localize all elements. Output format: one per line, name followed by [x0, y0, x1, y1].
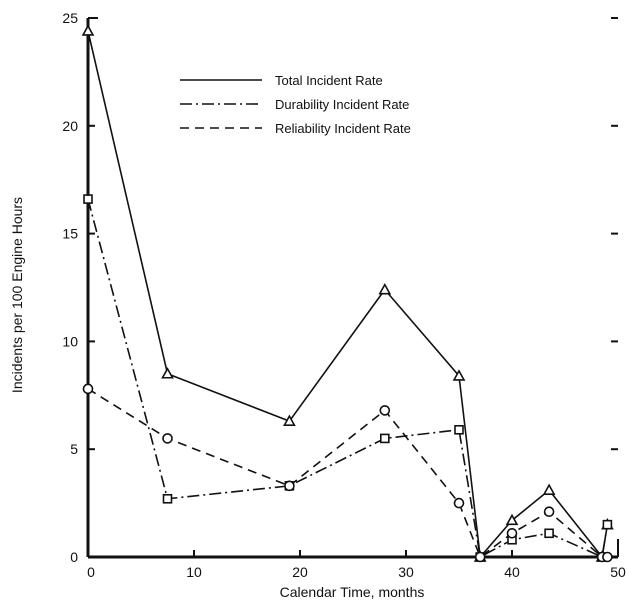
x-tick-label: 40 — [504, 564, 520, 580]
data-point-triangle — [283, 414, 296, 426]
legend: Total Incident Rate Durability Incident R… — [180, 73, 411, 136]
series-line — [87, 388, 608, 559]
data-point-circle — [162, 433, 173, 444]
data-point-circle — [379, 405, 391, 416]
data-point-circle — [284, 480, 295, 492]
y-axis-label: Incidents per 100 Engine Hours — [9, 197, 25, 393]
data-point-triangle — [378, 283, 392, 295]
data-point-square — [162, 493, 173, 504]
data-point-circle — [543, 506, 555, 518]
data-point-triangle — [542, 483, 556, 495]
x-tick-label: 10 — [186, 564, 202, 580]
data-point-circle — [602, 551, 613, 563]
y-tick-label: 20 — [62, 118, 78, 134]
data-point-circle — [506, 527, 518, 539]
data-point-triangle — [81, 24, 95, 36]
x-tick-label: 20 — [292, 564, 308, 580]
data-point-square — [83, 194, 93, 204]
x-axis-label: Calendar Time, months — [280, 584, 425, 600]
y-tick-label: 15 — [62, 226, 78, 242]
x-axis-ticks: 0 10 20 30 40 50 — [87, 550, 626, 580]
data-point-square — [379, 433, 390, 444]
data-point-triangle — [161, 367, 174, 379]
y-tick-label: 0 — [70, 549, 78, 565]
data-point-circle — [82, 383, 94, 395]
y-tick-label: 5 — [70, 441, 78, 457]
series-reliability-incident-rate — [82, 383, 613, 563]
series-group — [81, 24, 614, 563]
x-tick-label: 30 — [398, 564, 414, 580]
data-point-square — [602, 519, 613, 530]
data-point-triangle — [452, 369, 466, 381]
y-axis-ticks: 0 5 10 15 20 25 — [62, 10, 618, 565]
x-tick-label: 50 — [610, 564, 626, 580]
legend-label: Durability Incident Rate — [275, 97, 409, 112]
data-point-circle — [474, 551, 486, 563]
y-tick-label: 25 — [62, 10, 78, 26]
legend-label: Reliability Incident Rate — [275, 121, 411, 136]
data-point-triangle — [505, 513, 519, 526]
series-line — [87, 198, 609, 559]
legend-label: Total Incident Rate — [275, 73, 383, 88]
data-point-circle — [453, 497, 465, 509]
data-point-square — [454, 424, 464, 435]
x-tick-label: 0 — [87, 564, 95, 580]
series-line — [87, 30, 609, 559]
data-point-square — [544, 528, 554, 539]
y-tick-label: 10 — [62, 333, 78, 349]
